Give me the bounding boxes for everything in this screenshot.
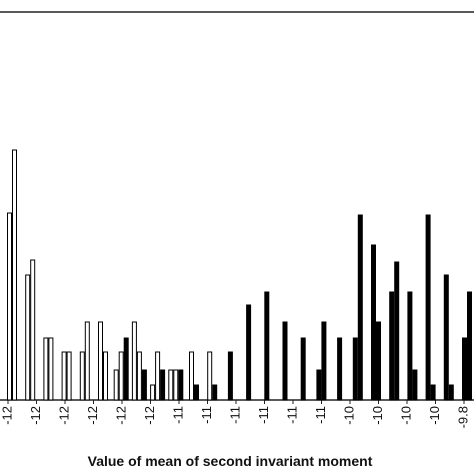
bar — [113, 369, 119, 401]
bar — [194, 384, 199, 401]
x-tick-label: -12 — [85, 406, 100, 425]
bar — [25, 274, 31, 401]
x-axis-title: Value of mean of second invariant moment — [88, 453, 373, 469]
bar — [227, 351, 233, 401]
x-tick-label: -12 — [56, 406, 71, 425]
x-tick-label: -12 — [142, 406, 157, 425]
x-tick-label: -11 — [256, 406, 271, 424]
bar — [136, 351, 142, 401]
bar — [321, 321, 327, 401]
bar — [357, 214, 363, 401]
bar — [168, 369, 174, 401]
bar — [189, 351, 194, 401]
x-tick-label: -10 — [427, 406, 442, 425]
x-tick-label: -11 — [284, 406, 299, 424]
x-tick-label: -10 — [370, 406, 385, 425]
bar — [443, 274, 449, 401]
bar — [48, 337, 54, 401]
bar — [160, 369, 166, 401]
bar — [462, 337, 467, 401]
bar — [103, 351, 108, 401]
x-tick-label: -11 — [227, 406, 242, 424]
bar — [207, 351, 213, 401]
bar — [389, 291, 395, 401]
bar — [12, 149, 17, 401]
bar — [150, 384, 156, 401]
x-tick-label: -9.8 — [455, 406, 470, 428]
bar — [425, 214, 431, 401]
x-tick-label: -11 — [170, 406, 185, 424]
bar — [264, 291, 270, 401]
bar — [212, 384, 218, 401]
bar — [79, 351, 85, 401]
bar — [316, 369, 322, 401]
bar — [131, 321, 137, 401]
bar — [300, 337, 306, 401]
bar — [467, 291, 472, 401]
bar — [407, 291, 413, 401]
x-tick-label: -11 — [199, 406, 214, 424]
bar — [7, 212, 12, 401]
x-tick-label: -11 — [313, 406, 328, 424]
bar — [376, 321, 381, 401]
bar — [141, 369, 147, 401]
bar — [173, 369, 179, 401]
x-tick-label: -12 — [28, 406, 43, 425]
bar — [430, 384, 436, 401]
bar — [178, 369, 184, 401]
bar — [394, 261, 400, 401]
x-tick-label: -10 — [341, 406, 356, 425]
bar — [155, 351, 161, 401]
x-tick-label: -10 — [398, 406, 413, 425]
bar — [84, 321, 90, 401]
bar — [43, 337, 49, 401]
bar — [123, 337, 129, 401]
bar — [282, 321, 288, 401]
bar — [61, 351, 67, 401]
bar — [371, 244, 376, 401]
bar — [118, 351, 124, 401]
x-tick-label: -12 — [0, 406, 14, 425]
bar — [337, 337, 343, 401]
bar — [448, 384, 454, 401]
bar — [30, 259, 36, 401]
bar — [352, 337, 358, 401]
bar — [412, 369, 418, 401]
bar — [246, 304, 252, 401]
bar — [98, 321, 103, 401]
bar — [66, 351, 72, 401]
x-tick-label: -12 — [113, 406, 128, 425]
